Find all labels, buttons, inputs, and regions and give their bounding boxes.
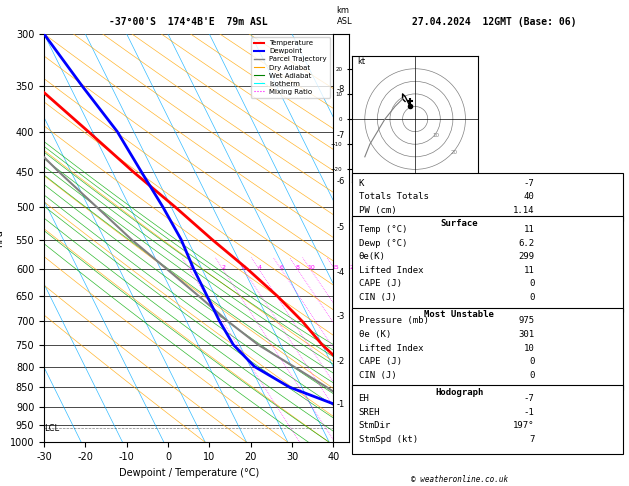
Text: θe(K): θe(K) [359, 252, 386, 261]
Text: Lifted Index: Lifted Index [359, 266, 423, 275]
Text: 6: 6 [279, 265, 284, 270]
Text: 15: 15 [331, 265, 339, 270]
Text: 3: 3 [242, 265, 246, 270]
Text: 2: 2 [221, 265, 225, 270]
Text: 6.2: 6.2 [518, 239, 535, 248]
Text: 197°: 197° [513, 421, 535, 431]
Text: Totals Totals: Totals Totals [359, 192, 428, 202]
Text: K: K [359, 179, 364, 188]
Text: StmSpd (kt): StmSpd (kt) [359, 435, 418, 444]
Text: 301: 301 [518, 330, 535, 339]
Text: Most Unstable: Most Unstable [424, 310, 494, 319]
Text: CAPE (J): CAPE (J) [359, 279, 401, 289]
Text: -1: -1 [524, 408, 535, 417]
Text: 0: 0 [529, 357, 535, 366]
Text: 11: 11 [524, 266, 535, 275]
Text: 10: 10 [524, 344, 535, 353]
Text: 4: 4 [257, 265, 261, 270]
Text: CIN (J): CIN (J) [359, 371, 396, 380]
Text: -7: -7 [524, 179, 535, 188]
Text: kt: kt [357, 57, 365, 66]
Text: 20: 20 [349, 265, 357, 270]
Text: Pressure (mb): Pressure (mb) [359, 316, 428, 326]
Text: 8: 8 [296, 265, 300, 270]
Text: 10: 10 [307, 265, 314, 270]
Text: 0: 0 [529, 293, 535, 302]
Text: SREH: SREH [359, 408, 380, 417]
Text: Dewp (°C): Dewp (°C) [359, 239, 407, 248]
Text: © weatheronline.co.uk: © weatheronline.co.uk [411, 474, 508, 484]
Text: θe (K): θe (K) [359, 330, 391, 339]
Text: 40: 40 [524, 192, 535, 202]
X-axis label: Dewpoint / Temperature (°C): Dewpoint / Temperature (°C) [119, 468, 259, 478]
Text: 975: 975 [518, 316, 535, 326]
Text: -7: -7 [524, 394, 535, 403]
Text: -5: -5 [337, 223, 345, 232]
Text: km
ASL: km ASL [337, 6, 352, 26]
Text: PW (cm): PW (cm) [359, 206, 396, 215]
Text: 299: 299 [518, 252, 535, 261]
Text: 25: 25 [364, 265, 371, 270]
Text: Temp (°C): Temp (°C) [359, 225, 407, 234]
Text: 1: 1 [188, 265, 192, 270]
Text: 1.14: 1.14 [513, 206, 535, 215]
Text: Lifted Index: Lifted Index [359, 344, 423, 353]
Text: CIN (J): CIN (J) [359, 293, 396, 302]
Text: CAPE (J): CAPE (J) [359, 357, 401, 366]
Text: -37°00'S  174°4B'E  79m ASL: -37°00'S 174°4B'E 79m ASL [109, 17, 268, 27]
Text: StmDir: StmDir [359, 421, 391, 431]
Y-axis label: hPa: hPa [0, 229, 4, 247]
Text: 0: 0 [529, 371, 535, 380]
Legend: Temperature, Dewpoint, Parcel Trajectory, Dry Adiabat, Wet Adiabat, Isotherm, Mi: Temperature, Dewpoint, Parcel Trajectory… [251, 37, 330, 98]
Text: 0: 0 [529, 279, 535, 289]
Text: -4: -4 [337, 268, 345, 278]
Text: 11: 11 [524, 225, 535, 234]
Text: Surface: Surface [440, 219, 478, 228]
Text: -7: -7 [337, 131, 345, 140]
Text: -6: -6 [337, 177, 345, 187]
Text: 27.04.2024  12GMT (Base: 06): 27.04.2024 12GMT (Base: 06) [411, 17, 576, 27]
Text: 10: 10 [433, 133, 440, 138]
Text: Hodograph: Hodograph [435, 388, 483, 397]
Text: -3: -3 [337, 312, 345, 321]
Text: LCL: LCL [44, 424, 59, 433]
Text: -8: -8 [337, 85, 345, 94]
Text: -2: -2 [337, 357, 345, 365]
Text: 20: 20 [450, 150, 457, 156]
Text: 7: 7 [529, 435, 535, 444]
Text: EH: EH [359, 394, 369, 403]
Text: -1: -1 [337, 400, 345, 409]
